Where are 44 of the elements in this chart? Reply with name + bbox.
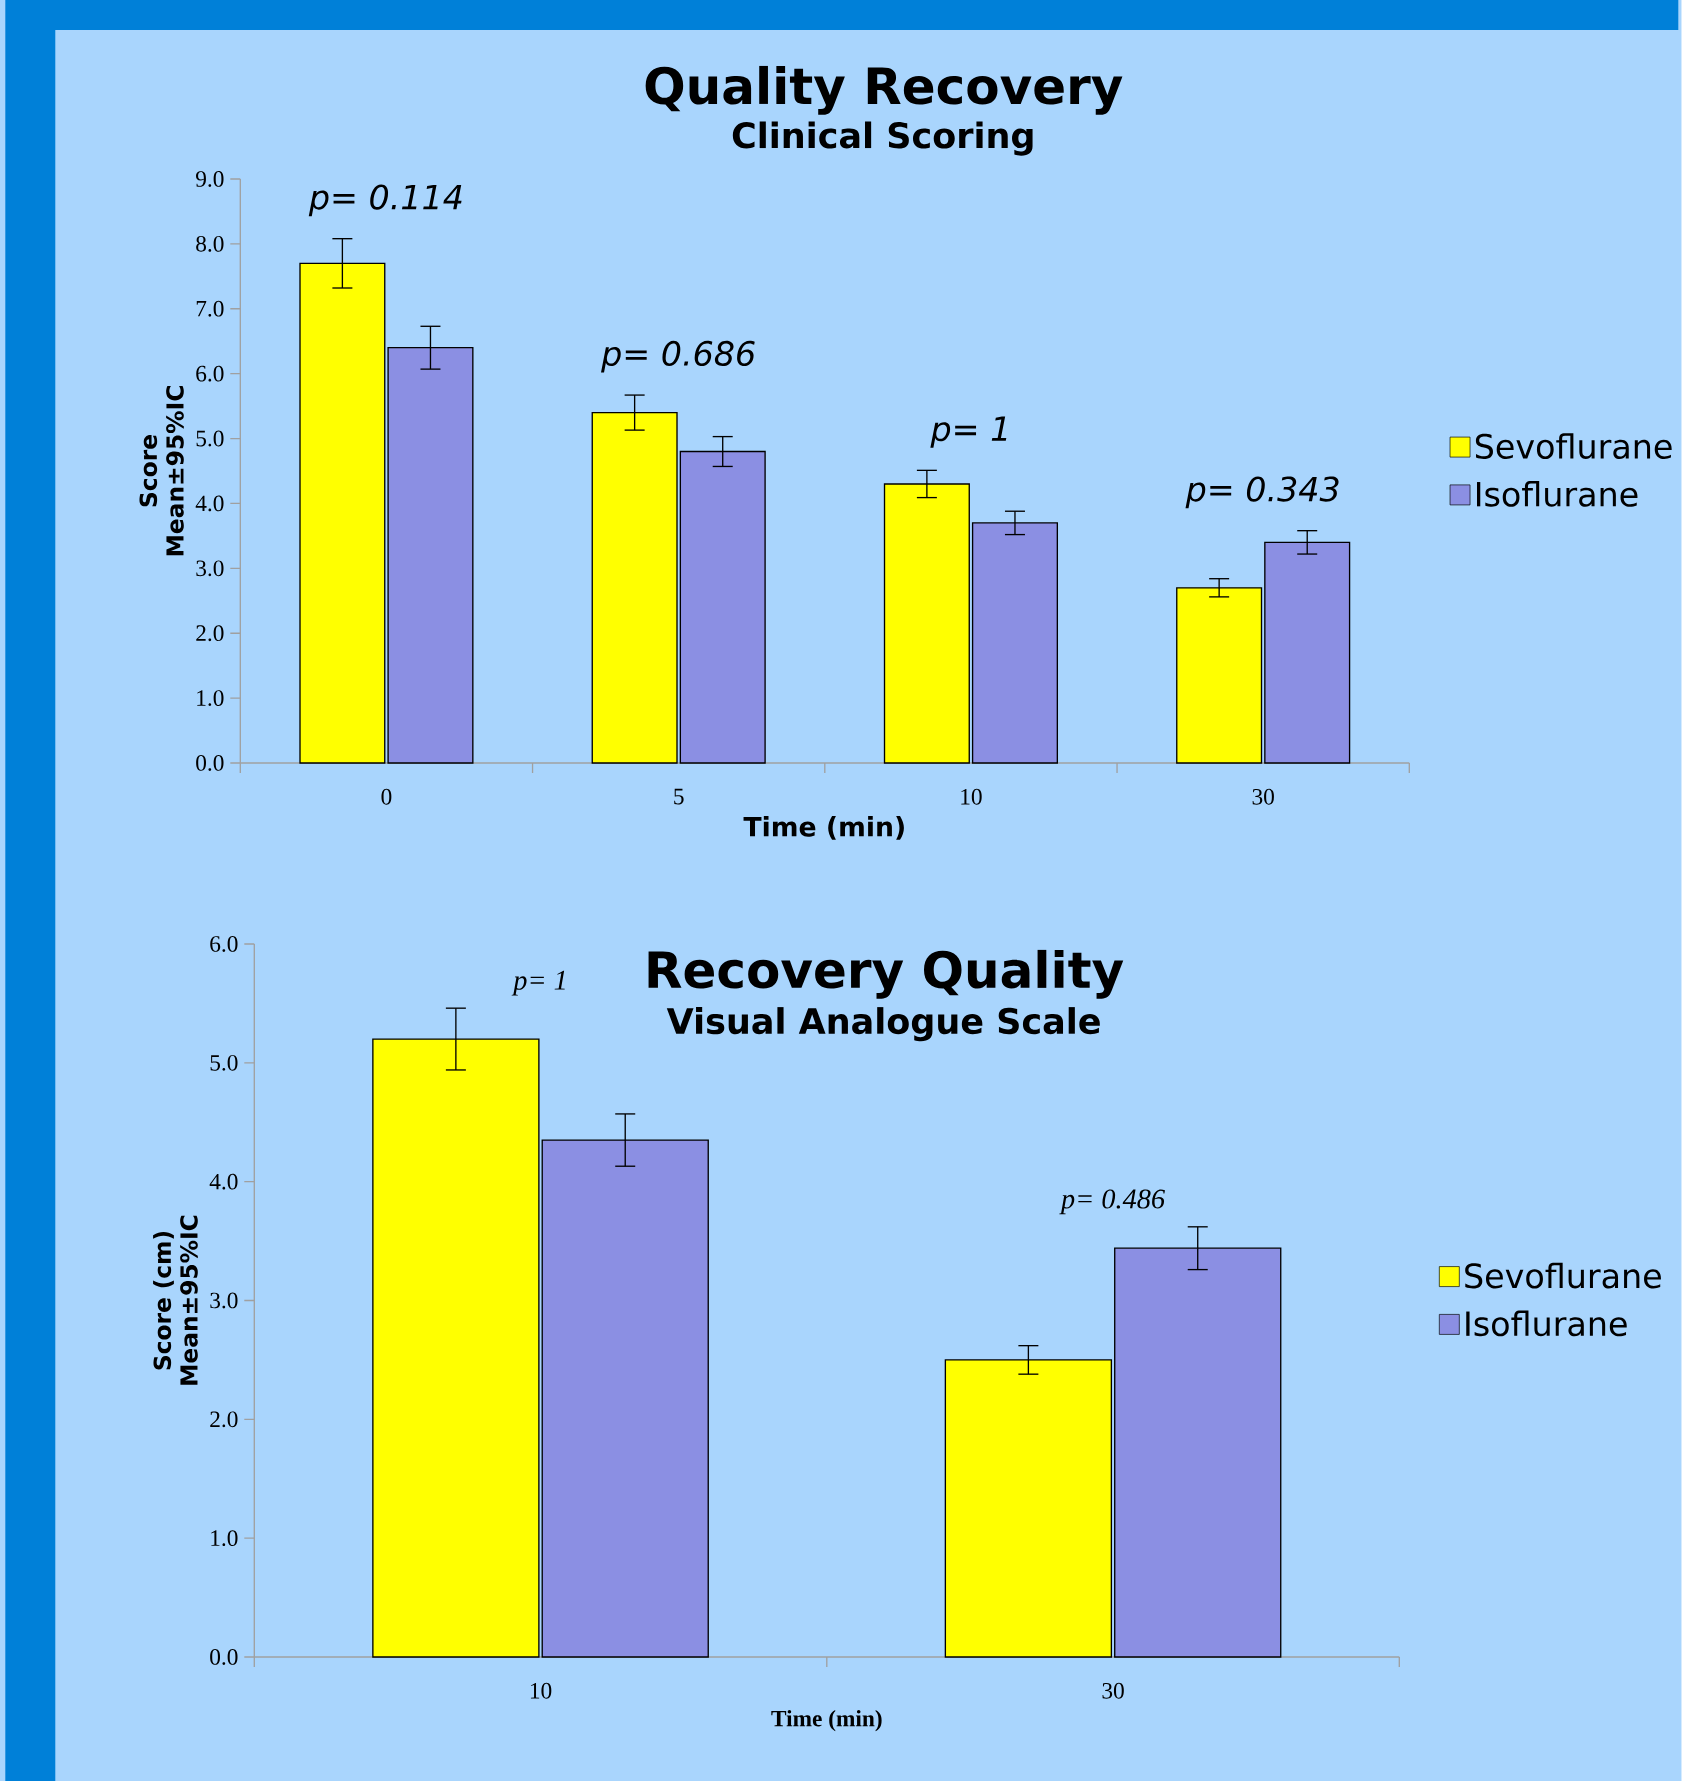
x-tick-label: 10: [531, 1682, 552, 1699]
y-tick-label: 5.0: [196, 430, 224, 447]
y-axis-title: Score (cm) Mean±95%IC: [153, 1215, 198, 1385]
y-tick-label: 2.0: [196, 625, 224, 642]
y-tick-label: 9.0: [196, 171, 224, 187]
y-axis-title: Score Mean±95%IC: [139, 386, 184, 556]
y-tick-label: 6.0: [210, 936, 238, 952]
y-tick-label: 2.0: [210, 1411, 238, 1428]
annotation: p= 0.486: [1059, 1189, 1166, 1215]
chart-title: Recovery Quality: [648, 949, 1124, 999]
y-tick-label: 5.0: [210, 1054, 238, 1071]
chart-subtitle: Clinical Scoring: [732, 121, 1033, 156]
annotation: p= 1: [511, 970, 565, 996]
y-tick-label: 6.0: [196, 365, 224, 382]
bar: [299, 262, 386, 764]
y-tick-label: 1.0: [197, 690, 224, 707]
y-tick-label: 1.0: [211, 1530, 238, 1547]
legend-label: Sevoflurane: [1465, 1262, 1662, 1289]
annotation: p= 0.343: [1185, 476, 1339, 509]
legend-label: Isoflurane: [1466, 1310, 1627, 1337]
y-tick-label: 4.0: [195, 495, 224, 512]
text: Visual Analogue Scale: [666, 1007, 1100, 1042]
annotation: p= 0.114: [308, 184, 462, 217]
chart-title: Quality Recovery: [645, 65, 1123, 115]
y-tick-label: 4.0: [209, 1173, 238, 1190]
bar: [1114, 1247, 1282, 1658]
x-tick-label: 30: [1252, 788, 1275, 805]
y-tick-label: 3.0: [196, 560, 224, 577]
x-tick-label: 10: [961, 788, 982, 805]
x-axis-title: Time (min): [743, 816, 905, 840]
y-tick-label: 0.0: [196, 755, 224, 771]
bar: [1264, 541, 1351, 764]
x-tick-label: 5: [674, 788, 684, 805]
annotation: p= 1: [930, 416, 1007, 448]
y-tick-label: 0.0: [210, 1649, 238, 1665]
y-tick-label: 7.0: [196, 300, 224, 317]
x-tick-label: 30: [1102, 1682, 1124, 1699]
legend-label: Isoflurane: [1477, 480, 1638, 507]
annotation: p= 0.686: [601, 340, 755, 373]
y-tick-label: 3.0: [210, 1292, 238, 1309]
x-tick-label: 0: [381, 788, 392, 805]
y-tick-label: 8.0: [196, 235, 224, 252]
legend-label: Sevoflurane: [1476, 433, 1672, 459]
x-axis-title: Time (min): [771, 1710, 882, 1732]
